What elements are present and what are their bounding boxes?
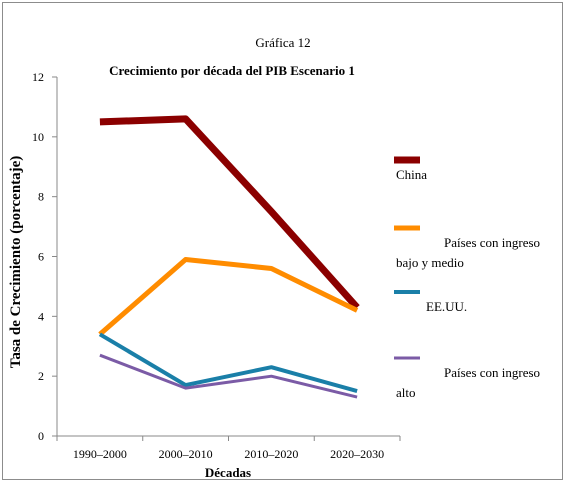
- chart-frame: [2, 2, 563, 480]
- series-line-2: [98, 257, 359, 337]
- x-tick-label: 2010–2020: [244, 447, 298, 461]
- legend-item-2: Países con ingreso bajo y medio: [394, 225, 540, 270]
- legend: China Países con ingreso bajo y medio EE.UU…: [394, 156, 540, 400]
- y-tick-label: 10: [32, 130, 44, 144]
- x-tick-label: 2020–2030: [330, 447, 384, 461]
- legend-label: Países con ingreso: [444, 235, 540, 250]
- legend-item-3: EE.UU.: [394, 290, 467, 314]
- legend-label: EE.UU.: [426, 299, 467, 314]
- legend-label: China: [396, 167, 427, 182]
- x-tick-label: 1990–2000: [73, 447, 127, 461]
- series-line-3: [98, 332, 358, 394]
- y-tick-label: 8: [38, 190, 44, 204]
- legend-label: alto: [396, 385, 416, 400]
- y-tick-label: 0: [38, 429, 44, 443]
- y-tick-label: 4: [38, 309, 44, 323]
- chart-title: Crecimiento por década del PIB Escenario…: [109, 63, 355, 78]
- series-lines: [98, 115, 360, 399]
- y-tick-label: 12: [32, 70, 44, 84]
- axes: 0 2 4 6 8 10 12 1990–2000 2000–2010 2010–2020 2020…: [32, 70, 401, 461]
- legend-item-4: Países con ingreso alto: [394, 356, 540, 400]
- y-tick-label: 6: [38, 250, 44, 264]
- legend-label: bajo y medio: [396, 255, 464, 270]
- series-line-4: [99, 353, 358, 399]
- x-axis-label: Décadas: [205, 465, 251, 480]
- y-tick-label: 2: [38, 369, 44, 383]
- y-axis-label: Tasa de Crecimiento (porcentaje): [8, 156, 24, 369]
- series-line-1: [99, 115, 360, 310]
- legend-item-1: China: [394, 156, 427, 182]
- figure-label: Gráfica 12: [255, 35, 310, 50]
- x-tick-label: 2000–2010: [159, 447, 213, 461]
- legend-label: Países con ingreso: [444, 365, 540, 380]
